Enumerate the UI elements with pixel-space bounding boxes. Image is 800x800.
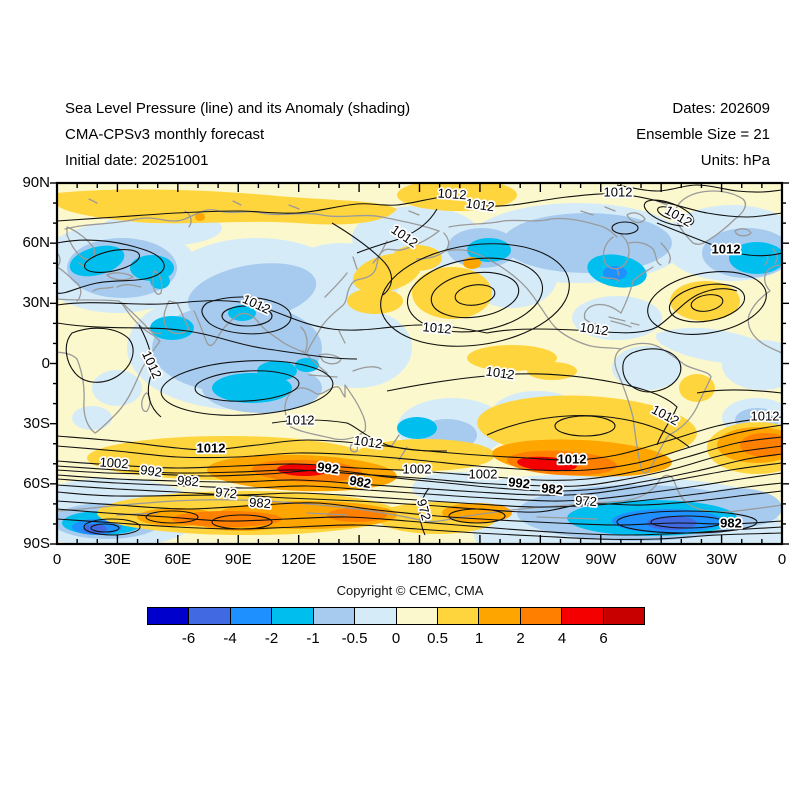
contour-label: 982: [177, 473, 200, 490]
page-title: Sea Level Pressure (line) and its Anomal…: [65, 100, 411, 117]
colorbar-tick-label: 0.5: [427, 630, 448, 647]
lon-tick-label: 180: [406, 551, 433, 568]
contour-label: 982: [348, 473, 372, 492]
contour-label: 1002: [99, 454, 129, 471]
contour-label: 1012: [197, 440, 226, 455]
colorbar-cell: [479, 608, 521, 624]
lat-tick-label: 60N: [22, 234, 50, 252]
colorbar-tick-label: -1: [306, 630, 320, 647]
lon-tick-label: 30W: [706, 551, 737, 568]
units-label: Units: hPa: [700, 152, 770, 169]
contour-label: 972: [215, 484, 238, 501]
forecast-dates: Dates: 202609: [672, 100, 770, 117]
lon-tick-label: 150E: [341, 551, 377, 568]
lat-tick-label: 60S: [23, 474, 50, 492]
contour-label: 1002: [403, 461, 432, 476]
contour-label: 1002: [469, 466, 498, 481]
contour-label: 1012: [465, 196, 496, 215]
contour-label: 992: [316, 459, 340, 477]
lat-tick-label: 0: [41, 354, 50, 372]
lon-tick-label: 90W: [585, 551, 617, 568]
contour-label: 1012: [751, 408, 780, 423]
ensemble-size: Ensemble Size = 21: [636, 126, 770, 143]
map-frame: [55, 181, 784, 546]
contour-label: 1012: [558, 451, 587, 466]
pressure-contours: [57, 184, 782, 540]
colorbar-cell: [230, 608, 273, 624]
contour-label: 1012: [579, 320, 610, 339]
anomaly-colorbar: [147, 607, 645, 625]
colorbar-cell: [437, 608, 480, 624]
colorbar-tick-label: 1: [474, 630, 484, 647]
colorbar-tick-label: -6: [181, 630, 196, 647]
contour-label: 1012: [604, 184, 633, 199]
contour-label: 972: [575, 493, 598, 509]
lon-tick-label: 0: [777, 551, 787, 568]
lat-tick-label: 90N: [22, 174, 50, 191]
colorbar-cell: [189, 608, 231, 624]
contour-label: 982: [541, 480, 564, 497]
colorbar-tick-label: -0.5: [341, 630, 368, 647]
colorbar-cell: [355, 608, 397, 624]
colorbar-tick-label: 4: [557, 630, 567, 647]
lon-tick-label: 120W: [520, 551, 560, 568]
contour-label: 982: [720, 515, 742, 530]
model-subtitle: CMA-CPSv3 monthly forecast: [65, 126, 265, 143]
colorbar-cell: [520, 608, 563, 624]
lon-tick-label: 60W: [645, 551, 677, 568]
contour-label: 1012: [712, 241, 741, 256]
colorbar-cell: [148, 608, 190, 624]
contour-label: 992: [139, 462, 163, 480]
contour-label: 1012: [286, 412, 315, 427]
copyright-notice: Copyright © CEMC, CMA: [336, 583, 484, 598]
lon-tick-label: 60E: [164, 551, 192, 568]
lon-tick-label: 30E: [104, 551, 131, 568]
contour-label: 982: [249, 495, 272, 511]
lat-tick-label: 30N: [22, 294, 50, 312]
colorbar-tick-label: -4: [223, 630, 237, 647]
colorbar-tick-label: 2: [516, 630, 525, 647]
lon-tick-label: 120E: [281, 551, 317, 568]
contour-label: 1012: [422, 319, 452, 336]
colorbar-tick-label: 0: [391, 630, 401, 647]
lon-tick-label: 150W: [460, 551, 500, 568]
lon-tick-label: 0: [52, 551, 62, 568]
contour-label: 1012: [437, 185, 467, 202]
contour-label: 1012: [353, 433, 384, 452]
colorbar-tick-label: 6: [599, 630, 608, 647]
colorbar-tick-label: -2: [264, 630, 279, 647]
lon-tick-label: 90E: [224, 551, 252, 568]
contour-label: 1012: [485, 364, 516, 383]
colorbar-cell: [562, 608, 604, 624]
contour-label: 992: [508, 474, 531, 491]
colorbar-cell: [603, 608, 645, 624]
colorbar-cell: [396, 608, 438, 624]
initial-date: Initial date: 20251001: [65, 152, 209, 169]
lat-tick-label: 30S: [23, 414, 50, 432]
lat-tick-label: 90S: [23, 535, 50, 552]
colorbar-cell: [313, 608, 356, 624]
coastlines: [57, 190, 782, 523]
colorbar-cell: [272, 608, 314, 624]
